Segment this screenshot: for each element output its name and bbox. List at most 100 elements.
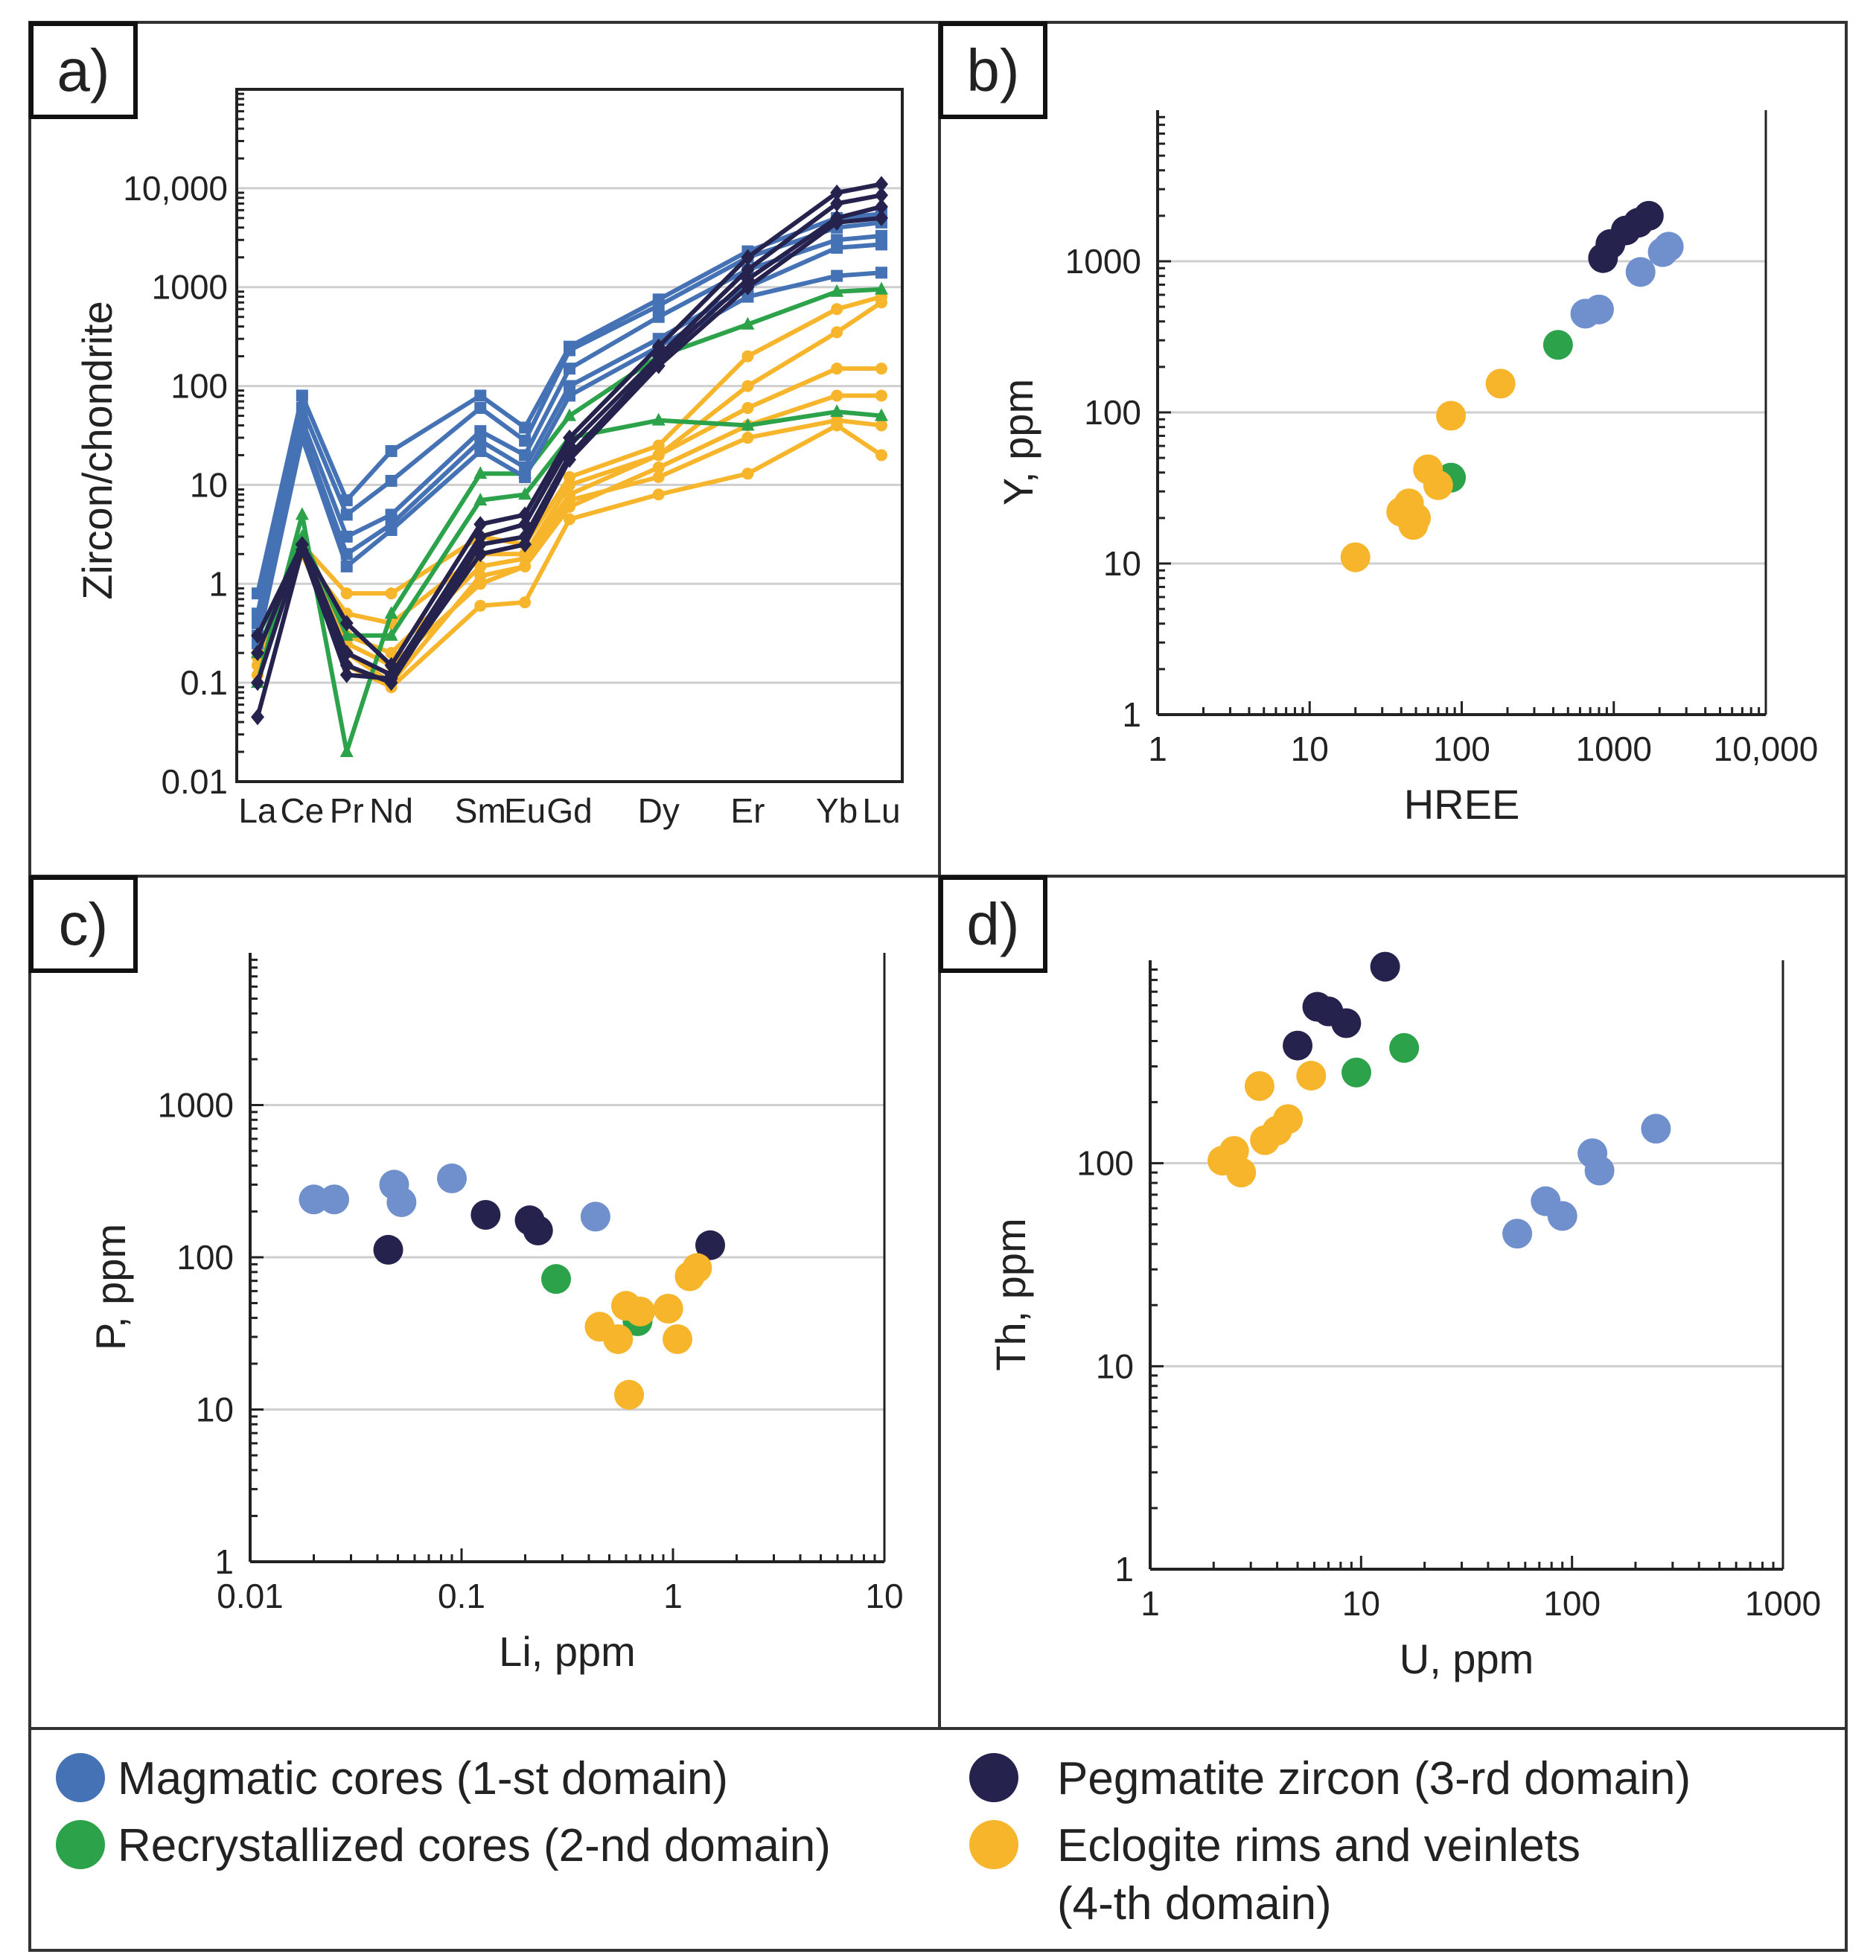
y-tick-label: 1 xyxy=(208,564,228,603)
data-point xyxy=(1633,200,1664,231)
x-tick-label: Gd xyxy=(546,791,592,830)
data-marker-square xyxy=(474,425,487,438)
data-marker-diamond xyxy=(473,516,488,533)
x-tick-label: Yb xyxy=(816,791,858,830)
data-marker-diamond xyxy=(741,261,755,278)
data-point xyxy=(1401,502,1432,533)
series-pegmatite xyxy=(251,209,888,726)
data-marker-triangle xyxy=(875,408,888,421)
data-point xyxy=(1340,542,1371,572)
y-tick-label: 0.1 xyxy=(180,663,228,702)
data-point xyxy=(299,1184,329,1215)
data-point xyxy=(1485,368,1516,399)
legend-label-pegmatite: Pegmatite zircon (3-rd domain) xyxy=(1057,1753,1691,1804)
y-tick-label: 10 xyxy=(190,465,228,504)
data-marker-triangle xyxy=(830,284,844,297)
series-magmatic xyxy=(1570,232,1684,329)
plot-area-border xyxy=(235,88,904,783)
legend-marker-eclogite xyxy=(969,1820,1018,1869)
data-marker-square xyxy=(474,402,487,415)
data-point xyxy=(1226,1158,1257,1188)
data-marker-square xyxy=(474,435,487,447)
data-marker-square xyxy=(875,238,887,251)
data-marker-square xyxy=(296,389,308,402)
data-point xyxy=(386,1187,417,1218)
data-marker-square xyxy=(564,389,575,402)
y-tick-label: 100 xyxy=(1076,1144,1134,1183)
data-marker-diamond xyxy=(339,666,354,683)
data-marker-diamond xyxy=(741,249,755,266)
data-point xyxy=(1331,1008,1362,1038)
y-axis-title: Zircon/chondrite xyxy=(74,301,121,600)
series-pegmatite xyxy=(373,1199,726,1265)
data-marker-circle xyxy=(652,439,665,452)
data-point xyxy=(437,1163,468,1193)
data-point xyxy=(1583,294,1614,325)
data-point xyxy=(523,1215,553,1245)
legend-label-magmatic: Magmatic cores (1-st domain) xyxy=(118,1753,728,1804)
data-point xyxy=(1370,951,1400,982)
data-marker-triangle xyxy=(830,404,844,418)
data-marker-triangle xyxy=(741,316,755,330)
x-tick-label: 100 xyxy=(1433,730,1490,768)
data-marker-circle xyxy=(741,402,754,415)
x-axis-title: HREE xyxy=(1404,781,1520,828)
data-marker-square xyxy=(474,444,487,457)
data-marker-square xyxy=(564,380,575,392)
data-marker-diamond xyxy=(830,195,844,212)
data-point xyxy=(1653,232,1684,262)
data-point xyxy=(1584,1155,1615,1186)
data-point xyxy=(1296,1061,1327,1091)
data-marker-square xyxy=(296,432,308,444)
y-axis-title: Th, ppm xyxy=(987,1218,1034,1370)
legend: Magmatic cores (1-st domain) Recrystalli… xyxy=(56,1753,1691,1929)
y-tick-label: 1 xyxy=(1114,1550,1134,1589)
data-marker-diamond xyxy=(741,278,755,296)
data-marker-triangle xyxy=(473,466,488,479)
data-marker-circle xyxy=(831,363,843,375)
data-marker-circle xyxy=(741,380,754,392)
data-marker-circle xyxy=(741,432,754,444)
chart-b-y-vs-hree: 1 10 100 1000 10,000 1 10 100 1000 HREE Y, ppm xyxy=(995,110,1818,828)
data-point xyxy=(1547,1201,1577,1231)
x-tick-label: Sm xyxy=(455,791,506,830)
y-tick-label: 0.01 xyxy=(161,762,228,801)
y-tick-label: 10 xyxy=(1096,1347,1134,1385)
data-marker-square xyxy=(652,299,665,312)
legend-label-eclogite-line2: (4-th domain) xyxy=(1057,1878,1332,1929)
series-magmatic xyxy=(252,266,887,650)
data-marker-diamond xyxy=(251,709,264,726)
data-marker-diamond xyxy=(295,541,309,558)
data-marker-diamond xyxy=(384,670,398,687)
data-marker-circle xyxy=(831,389,843,402)
data-point xyxy=(319,1184,350,1215)
x-axis-title: U, ppm xyxy=(1400,1635,1534,1682)
data-point xyxy=(540,1264,571,1295)
data-point xyxy=(1389,1032,1420,1063)
y-axis-title: Y, ppm xyxy=(995,379,1041,505)
data-point xyxy=(1423,470,1453,500)
x-tick-label: Er xyxy=(730,791,765,830)
x-tick-label: La xyxy=(238,791,277,830)
series-pegmatite xyxy=(1283,951,1400,1061)
y-tick-label: 10 xyxy=(196,1391,234,1429)
panel-b-label: b) xyxy=(939,22,1047,119)
data-marker-square xyxy=(385,474,398,487)
data-marker-square xyxy=(296,402,308,415)
data-marker-circle xyxy=(831,326,843,339)
data-marker-diamond xyxy=(651,357,666,374)
data-point xyxy=(603,1324,634,1354)
data-marker-square xyxy=(564,344,575,357)
data-marker-square xyxy=(875,266,887,279)
data-marker-triangle xyxy=(339,628,354,641)
data-point xyxy=(1436,400,1467,431)
x-axis-title: Li, ppm xyxy=(499,1628,636,1675)
data-marker-circle xyxy=(652,449,665,462)
data-marker-circle xyxy=(340,587,353,600)
y-tick-label: 100 xyxy=(170,367,228,406)
data-marker-diamond xyxy=(875,198,888,215)
data-marker-circle xyxy=(564,513,575,526)
data-point xyxy=(1502,1219,1533,1249)
